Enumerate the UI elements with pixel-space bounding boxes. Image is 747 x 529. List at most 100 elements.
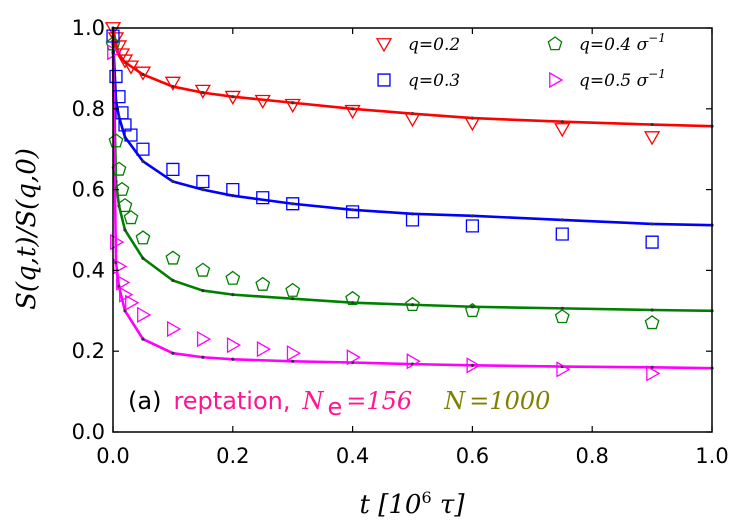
ne-subscript: e xyxy=(328,393,343,421)
n-value: =1000 xyxy=(469,387,550,415)
x-tick-label: 0.8 xyxy=(575,444,608,468)
data-point-series-2 xyxy=(108,133,124,148)
data-point-series-1 xyxy=(465,219,479,233)
data-point-series-1 xyxy=(118,118,132,132)
fit-point xyxy=(470,305,474,309)
x-tick-label: 0.0 xyxy=(96,444,129,468)
data-point-series-3 xyxy=(125,294,140,311)
n-symbol: N xyxy=(443,387,466,415)
fit-point xyxy=(231,293,235,297)
data-point-series-1 xyxy=(405,213,420,227)
fit-point xyxy=(650,122,654,127)
fit-point xyxy=(141,337,145,341)
fit-point xyxy=(560,120,564,124)
data-point-series-0 xyxy=(464,117,481,132)
fit-point xyxy=(470,214,474,218)
fit-point xyxy=(351,208,355,212)
ne-value: =156 xyxy=(346,387,412,415)
data-point-series-0 xyxy=(344,104,361,120)
fit-point xyxy=(231,357,235,361)
fit-point xyxy=(171,179,175,184)
fit-point xyxy=(141,256,145,260)
plot-frame xyxy=(112,27,713,433)
data-point-series-1 xyxy=(196,174,210,189)
x-tick-label: 1.0 xyxy=(695,444,728,468)
data-point-series-3 xyxy=(110,233,125,251)
fit-point xyxy=(650,365,654,369)
data-point-series-2 xyxy=(255,276,271,291)
axis-ticks: 0.0 0.2 0.4 0.6 0.8 1.0 0.0 0.2 0.4 0.6 0.8 1.0 xyxy=(72,16,729,468)
y-tick-label: 0.0 xyxy=(72,420,105,444)
fit-point xyxy=(650,222,654,226)
data-markers xyxy=(104,22,661,382)
legend-marker xyxy=(375,38,393,53)
fit-point xyxy=(291,101,295,105)
data-point-series-3 xyxy=(107,44,122,61)
fit-point xyxy=(560,218,564,222)
x-tick-label: 0.6 xyxy=(456,444,489,468)
data-point-series-2 xyxy=(195,262,211,277)
data-point-series-2 xyxy=(405,296,420,312)
legend: q=0.2 q=0.3 q=0.4 σ−1 q=0.5 σ−1 xyxy=(375,31,666,91)
x-tick-label: 0.2 xyxy=(216,444,249,468)
data-point-series-3 xyxy=(116,274,131,291)
fit-point xyxy=(351,107,355,111)
legend-marker xyxy=(549,71,564,89)
svg-text:(a) reptation, N: (a) reptation, N e =156 N =1000 xyxy=(128,387,550,421)
data-point-series-1 xyxy=(346,205,360,219)
data-point-series-0 xyxy=(104,22,122,37)
fit-point xyxy=(201,355,205,359)
data-point-series-0 xyxy=(134,66,152,81)
data-point-series-2 xyxy=(285,282,301,297)
fit-point xyxy=(141,159,145,163)
data-point-series-3 xyxy=(256,341,272,358)
data-point-series-1 xyxy=(645,235,659,249)
y-tick-label: 0.6 xyxy=(72,178,105,202)
data-point-series-1 xyxy=(136,142,150,156)
data-point-series-2 xyxy=(135,230,151,245)
fit-point xyxy=(201,289,205,293)
data-point-series-3 xyxy=(196,330,212,348)
data-point-series-1 xyxy=(286,197,300,211)
fit-line-series-1 xyxy=(111,36,713,227)
x-tick-label: 0.4 xyxy=(336,444,369,468)
y-tick-label: 1.0 xyxy=(72,16,105,40)
data-point-series-1 xyxy=(226,183,240,197)
fit-point xyxy=(141,72,145,77)
legend-label: q=0.3 xyxy=(408,71,460,91)
y-axis-label: S(q,t)/S(q,0) xyxy=(12,148,42,310)
legend-marker xyxy=(377,73,391,87)
fit-point xyxy=(201,188,205,192)
data-point-series-2 xyxy=(554,309,570,324)
data-point-series-3 xyxy=(226,337,242,354)
y-tick-label: 0.4 xyxy=(72,258,105,282)
data-point-series-3 xyxy=(346,349,361,366)
data-point-series-1 xyxy=(109,69,123,84)
fit-point xyxy=(117,115,121,119)
legend-label: q=0.2 xyxy=(408,35,460,55)
legend-label: q=0.4 σ−1 xyxy=(579,31,666,55)
fit-point xyxy=(560,306,564,310)
data-point-series-3 xyxy=(466,357,481,374)
legend-marker xyxy=(547,36,563,51)
fit-point xyxy=(201,91,205,95)
annotation: (a) reptation, N e =156 N =1000 xyxy=(128,387,550,421)
data-point-series-2 xyxy=(225,270,241,285)
data-point-series-1 xyxy=(124,128,138,142)
data-point-series-2 xyxy=(117,197,133,213)
data-point-series-3 xyxy=(556,361,571,378)
y-tick-label: 0.8 xyxy=(72,97,105,121)
data-point-series-0 xyxy=(643,131,661,146)
fit-point xyxy=(291,297,295,301)
fit-point xyxy=(351,301,355,305)
data-point-series-0 xyxy=(164,76,182,91)
data-point-series-0 xyxy=(224,90,241,105)
data-point-series-2 xyxy=(123,210,139,225)
fit-point xyxy=(171,278,175,283)
fit-point xyxy=(410,303,415,307)
panel-label: (a) xyxy=(128,387,161,415)
data-point-series-2 xyxy=(345,290,361,305)
data-point-series-0 xyxy=(194,84,211,99)
data-point-series-1 xyxy=(555,227,569,241)
